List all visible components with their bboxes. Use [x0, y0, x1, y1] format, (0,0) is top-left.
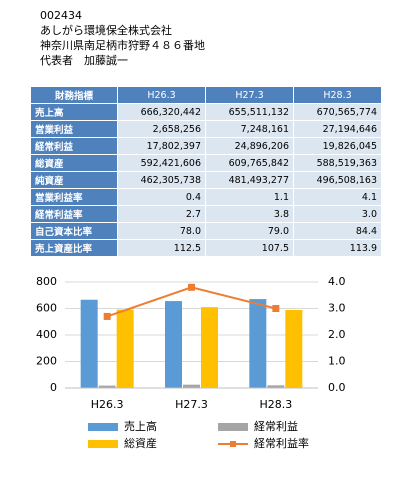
x-tick-label: H26.3: [91, 398, 124, 411]
company-code: 002434: [40, 9, 82, 22]
line-marker: [188, 283, 195, 291]
row-header: 営業利益: [30, 120, 118, 138]
row-header: 自己資本比率: [30, 222, 118, 240]
table-cell: 655,511,132: [205, 103, 294, 121]
y2-tick-label: 0.0: [328, 381, 346, 394]
bar: [201, 307, 218, 388]
bar: [116, 309, 134, 388]
table-cell: 670,565,774: [293, 103, 382, 121]
row-header: 財務指標: [30, 86, 118, 104]
table-cell: 3.0: [293, 205, 382, 223]
legend-label: 経常利益率: [254, 436, 309, 450]
row-header: 営業利益率: [30, 188, 118, 206]
bar: [267, 385, 285, 388]
table-row: 営業利益率 0.4 1.1 4.1: [30, 188, 382, 206]
table-cell: 112.5: [117, 239, 206, 257]
line-marker: [272, 305, 280, 312]
table-cell: 19,826,045: [293, 137, 382, 155]
table-row: 売上高 666,320,442 655,511,132 670,565,774: [30, 103, 382, 121]
legend-swatch: [218, 423, 248, 431]
bar: [285, 309, 303, 388]
table-cell: 592,421,606: [117, 154, 206, 172]
table-cell: 481,493,277: [205, 171, 294, 189]
table-cell: 79.0: [205, 222, 294, 240]
y-tick-label: 600: [36, 302, 57, 315]
y-tick-label: 0: [50, 381, 57, 394]
table-cell: 17,802,397: [117, 137, 206, 155]
bar: [249, 299, 267, 388]
table-cell: 78.0: [117, 222, 206, 240]
y2-tick-label: 4.0: [328, 275, 346, 288]
table-cell: 113.9: [293, 239, 382, 257]
table-cell: 3.8: [205, 205, 294, 223]
legend-swatch: [230, 441, 236, 447]
table-cell: 107.5: [205, 239, 294, 257]
table-cell: 666,320,442: [117, 103, 206, 121]
legend-swatch: [88, 423, 118, 431]
table-row: 財務指標 H26.3 H27.3 H28.3: [30, 86, 382, 104]
bar: [183, 384, 200, 388]
y2-tick-label: 1.0: [328, 355, 346, 368]
y-tick-label: 200: [36, 355, 57, 368]
table-cell: 0.4: [117, 188, 206, 206]
table-cell: 2.7: [117, 205, 206, 223]
legend-label: 売上高: [124, 419, 157, 433]
table-cell: H26.3: [117, 86, 206, 104]
table-row: 経常利益 17,802,397 24,896,206 19,826,045: [30, 137, 382, 155]
y2-tick-label: 2.0: [328, 328, 346, 341]
table-cell: 24,896,206: [205, 137, 294, 155]
representative: 代表者 加藤誠一: [40, 54, 128, 67]
legend-label: 総資産: [124, 436, 157, 450]
table-cell: 496,508,163: [293, 171, 382, 189]
bar: [98, 385, 116, 388]
company-name: あしがら環境保全株式会社: [40, 24, 172, 37]
row-header: 経常利益: [30, 137, 118, 155]
table-cell: 1.1: [205, 188, 294, 206]
table-row: 自己資本比率 78.0 79.0 84.4: [30, 222, 382, 240]
table-cell: 609,765,842: [205, 154, 294, 172]
y2-tick-label: 3.0: [328, 302, 346, 315]
bar: [165, 301, 182, 388]
address: 神奈川県南足柄市狩野４８６番地: [40, 39, 205, 52]
legend-label: 経常利益: [254, 419, 298, 433]
table-cell: 7,248,161: [205, 120, 294, 138]
header: 002434 あしがら環境保全株式会社 神奈川県南足柄市狩野４８６番地 代表者 …: [40, 8, 205, 68]
table-row: 営業利益 2,658,256 7,248,161 27,194,646: [30, 120, 382, 138]
table-row: 総資産 592,421,606 609,765,842 588,519,363: [30, 154, 382, 172]
row-header: 純資産: [30, 171, 118, 189]
x-tick-label: H28.3: [259, 398, 292, 411]
table-row: 純資産 462,305,738 481,493,277 496,508,163: [30, 171, 382, 189]
table-cell: H28.3: [293, 86, 382, 104]
y-tick-label: 400: [36, 328, 57, 341]
table-cell: 84.4: [293, 222, 382, 240]
y-tick-label: 800: [36, 275, 57, 288]
x-tick-label: H27.3: [175, 398, 208, 411]
row-header: 売上高: [30, 103, 118, 121]
bar: [80, 299, 98, 388]
table-row: 売上資産比率 112.5 107.5 113.9: [30, 239, 382, 257]
table-cell: H27.3: [205, 86, 294, 104]
table-cell: 588,519,363: [293, 154, 382, 172]
row-header: 売上資産比率: [30, 239, 118, 257]
legend-swatch: [88, 440, 118, 448]
row-header: 総資産: [30, 154, 118, 172]
table-row: 経常利益率 2.7 3.8 3.0: [30, 205, 382, 223]
table-cell: 27,194,646: [293, 120, 382, 138]
table-cell: 462,305,738: [117, 171, 206, 189]
chart: 0 200 400 600 800 0.0 1.0 2.0 3.0 4.0 H26.3 H27.3 H2…: [36, 275, 346, 450]
financial-table: 財務指標 H26.3 H27.3 H28.3 売上高 666,320,442 655,511…: [30, 86, 382, 257]
table-cell: 4.1: [293, 188, 382, 206]
table-cell: 2,658,256: [117, 120, 206, 138]
line-marker: [103, 312, 111, 320]
row-header: 経常利益率: [30, 205, 118, 223]
